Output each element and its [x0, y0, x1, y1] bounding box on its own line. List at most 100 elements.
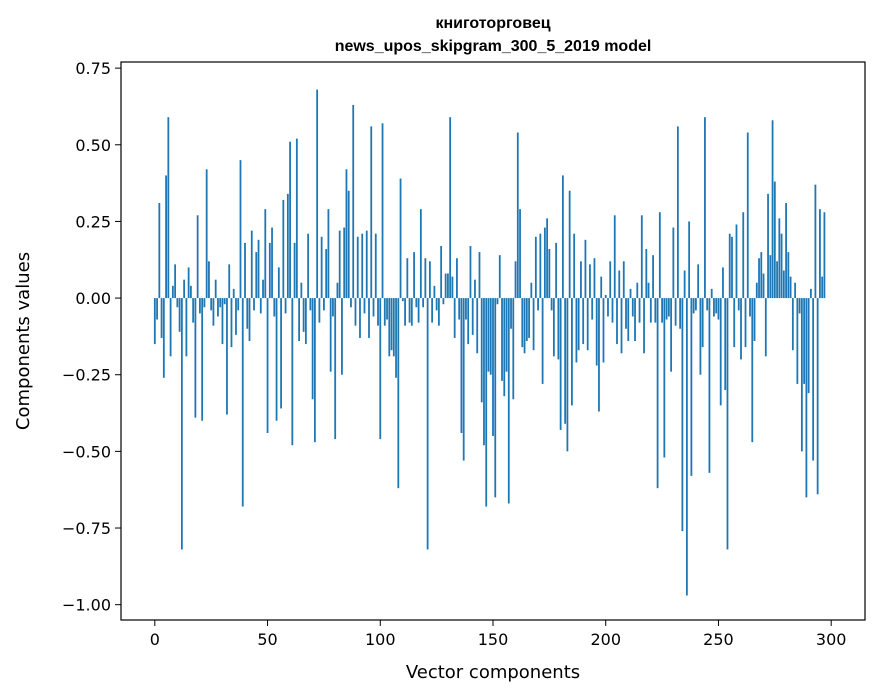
bar-94 [365, 230, 368, 299]
bar-197 [598, 298, 600, 412]
bar-222 [654, 298, 657, 323]
bar-258 [735, 224, 738, 299]
bar-206 [618, 270, 621, 299]
bar-148 [487, 298, 490, 372]
bar-263 [746, 132, 749, 299]
x-ticks-group: 0 50 100 150 200 250 300 [150, 620, 846, 649]
bar-49 [264, 209, 267, 299]
bar-241 [697, 264, 700, 299]
bar-46 [257, 239, 260, 299]
bar-213 [634, 298, 636, 341]
bar-230 [672, 227, 675, 299]
bar-155 [503, 298, 506, 397]
bar-3 [160, 298, 163, 338]
bar-162 [519, 209, 521, 299]
bar-209 [625, 298, 627, 329]
bar-257 [733, 298, 736, 348]
bar-282 [789, 276, 792, 299]
bar-217 [643, 298, 645, 354]
bar-173 [543, 227, 546, 299]
bar-72 [316, 89, 319, 299]
bar-0 [153, 298, 156, 345]
bar-91 [359, 298, 361, 338]
bars-group [153, 89, 826, 596]
bar-101 [381, 123, 384, 299]
bar-266 [753, 298, 756, 341]
bar-192 [586, 298, 589, 351]
bar-146 [483, 298, 485, 446]
bar-273 [769, 255, 772, 299]
bar-63 [295, 138, 298, 299]
bar-156 [505, 298, 508, 372]
bar-15 [187, 267, 190, 299]
bar-214 [636, 282, 639, 299]
bar-231 [674, 298, 677, 326]
bar-243 [701, 298, 704, 348]
bar-19 [196, 215, 199, 299]
bar-275 [773, 181, 776, 299]
bar-16 [189, 285, 192, 299]
bar-20 [199, 298, 201, 314]
bar-115 [413, 252, 415, 299]
bar-249 [715, 298, 718, 314]
bar-86 [347, 190, 350, 299]
bar-281 [787, 252, 790, 299]
bar-200 [604, 295, 607, 299]
bar-41 [246, 298, 249, 329]
bar-260 [740, 298, 742, 360]
bar-280 [785, 203, 787, 299]
bar-139 [467, 298, 470, 345]
bar-161 [516, 132, 519, 299]
bar-196 [595, 298, 598, 366]
bar-225 [661, 298, 663, 323]
bar-32 [226, 298, 228, 415]
bar-113 [408, 298, 411, 323]
bar-242 [699, 298, 702, 375]
bar-47 [259, 298, 262, 314]
bar-290 [807, 298, 810, 394]
bar-172 [541, 298, 544, 384]
bar-61 [291, 298, 294, 446]
bar-204 [613, 215, 616, 299]
bar-276 [776, 261, 778, 299]
bar-121 [426, 298, 429, 550]
bar-5 [165, 175, 167, 299]
y-tick-label: 0.00 [75, 289, 111, 308]
bar-292 [812, 298, 815, 461]
bar-36 [235, 298, 237, 335]
bar-53 [273, 298, 276, 317]
bar-293 [814, 184, 817, 299]
bar-78 [329, 298, 332, 372]
bar-28 [217, 298, 219, 317]
bar-126 [437, 298, 440, 326]
x-tick-label: 50 [257, 630, 277, 649]
bar-212 [631, 298, 634, 317]
bar-71 [313, 298, 316, 443]
bar-83 [341, 298, 343, 375]
bar-223 [656, 298, 659, 489]
bar-193 [589, 264, 591, 299]
bar-203 [611, 298, 614, 323]
bar-259 [737, 298, 740, 311]
bar-88 [352, 104, 355, 299]
bar-118 [419, 209, 422, 299]
bar-120 [424, 258, 427, 299]
bar-232 [676, 126, 679, 299]
bar-238 [690, 298, 693, 476]
bar-269 [760, 252, 763, 299]
bar-43 [250, 230, 253, 299]
bar-1 [156, 298, 158, 320]
bar-245 [706, 298, 709, 311]
y-axis-label: Components values [13, 252, 34, 430]
bar-17 [192, 298, 195, 323]
bar-233 [679, 298, 682, 329]
bar-92 [361, 233, 364, 299]
bar-229 [670, 298, 673, 372]
bar-23 [205, 169, 208, 299]
bar-252 [722, 267, 724, 299]
bar-237 [688, 221, 691, 299]
bar-297 [823, 212, 826, 299]
bar-26 [212, 298, 215, 326]
bar-128 [442, 298, 445, 305]
